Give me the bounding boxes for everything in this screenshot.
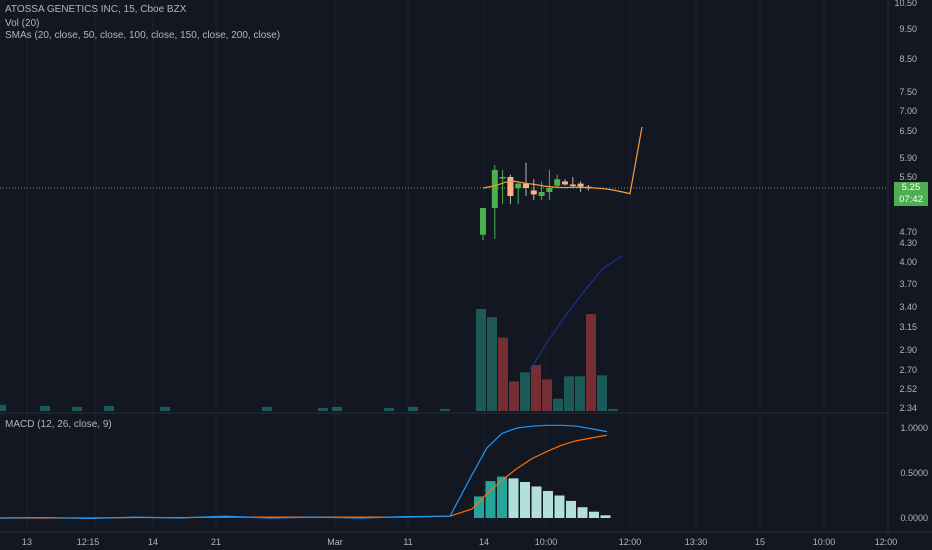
candle-body bbox=[538, 192, 545, 196]
price-tick-label: 2.34 bbox=[899, 403, 917, 413]
symbol-legend[interactable]: ATOSSA GENETICS INC, 15, Cboe BZX bbox=[5, 4, 187, 15]
macd-tick-label: 0.0000 bbox=[900, 513, 928, 523]
volume-bar bbox=[318, 407, 328, 411]
time-tick-label: 12:15 bbox=[77, 537, 100, 547]
time-tick-label: Mar bbox=[327, 537, 343, 547]
volume-bar bbox=[104, 405, 114, 411]
volume-bar bbox=[40, 405, 50, 411]
volume-bar bbox=[542, 379, 552, 411]
time-tick-label: 21 bbox=[211, 537, 221, 547]
volume-bar bbox=[332, 406, 342, 411]
volume-bar bbox=[597, 375, 607, 411]
price-tick-label: 2.52 bbox=[899, 384, 917, 394]
time-tick-label: 11 bbox=[403, 537, 412, 547]
price-tick-label: 2.90 bbox=[899, 345, 917, 355]
macd-tick-label: 0.5000 bbox=[900, 468, 928, 478]
volume-bar bbox=[575, 376, 585, 411]
time-tick-label: 14 bbox=[479, 537, 489, 547]
price-tick-label: 4.00 bbox=[899, 257, 917, 267]
candle-body bbox=[507, 177, 514, 196]
candle-body bbox=[554, 179, 561, 186]
volume-bar bbox=[0, 404, 6, 411]
volume-bar bbox=[440, 408, 450, 411]
macd-histogram-bar bbox=[531, 486, 542, 518]
volume-legend[interactable]: Vol (20) bbox=[5, 18, 40, 29]
candle-body bbox=[577, 183, 584, 187]
macd-histogram-bar bbox=[485, 481, 496, 518]
candle-body bbox=[491, 169, 498, 208]
macd-histogram-bar bbox=[566, 500, 576, 518]
last-price-tag: 5.25 bbox=[894, 182, 928, 194]
time-tick-label: 14 bbox=[148, 537, 158, 547]
volume-bar bbox=[509, 381, 519, 411]
candle-body bbox=[546, 188, 553, 192]
volume-bar bbox=[384, 407, 394, 411]
price-tick-label: 4.70 bbox=[899, 227, 917, 237]
macd-line bbox=[0, 424, 608, 520]
price-tick-label: 10.50 bbox=[894, 0, 917, 8]
volume-bar bbox=[564, 376, 574, 411]
price-tick-label: 4.30 bbox=[899, 238, 917, 248]
price-tick-label: 9.50 bbox=[899, 24, 917, 34]
price-tick-label: 5.50 bbox=[899, 172, 917, 182]
price-tick-label: 3.70 bbox=[899, 279, 917, 289]
macd-histogram-bar bbox=[543, 491, 553, 518]
time-tick-label: 10:00 bbox=[813, 537, 836, 547]
macd-histogram-bar bbox=[577, 507, 588, 518]
macd-histogram-bar bbox=[474, 496, 484, 518]
price-tick-label: 6.50 bbox=[899, 126, 917, 136]
price-tick-label: 3.40 bbox=[899, 302, 917, 312]
price-tick-label: 3.15 bbox=[899, 322, 917, 332]
macd-tick-label: 1.0000 bbox=[900, 423, 928, 433]
candle-body bbox=[562, 181, 568, 185]
volume-bar bbox=[586, 314, 596, 411]
macd-histogram-bar bbox=[600, 515, 611, 518]
volume-bar bbox=[520, 372, 530, 411]
macd-legend[interactable]: MACD (12, 26, close, 9) bbox=[5, 419, 112, 430]
time-tick-label: 13 bbox=[22, 537, 32, 547]
price-tick-label: 5.90 bbox=[899, 153, 917, 163]
macd-histogram-bar bbox=[554, 495, 565, 518]
volume-bar bbox=[487, 317, 497, 411]
macd-histogram-bar bbox=[497, 476, 507, 518]
time-tick-label: 12:00 bbox=[875, 537, 898, 547]
macd-histogram-bar bbox=[508, 478, 519, 518]
price-tick-label: 7.50 bbox=[899, 87, 917, 97]
price-tick-label: 8.50 bbox=[899, 54, 917, 64]
price-tick-label: 7.00 bbox=[899, 106, 917, 116]
sma-legend[interactable]: SMAs (20, close, 50, close, 100, close, … bbox=[5, 30, 281, 41]
time-tick-label: 15 bbox=[755, 537, 765, 547]
volume-bar bbox=[531, 365, 541, 411]
sma-slow-line bbox=[529, 255, 623, 371]
time-tick-label: 10:00 bbox=[535, 537, 558, 547]
candle-body bbox=[480, 208, 486, 235]
candle-body bbox=[499, 177, 506, 179]
volume-bar bbox=[72, 406, 82, 411]
price-tick-label: 2.70 bbox=[899, 365, 917, 375]
volume-bar bbox=[553, 398, 563, 411]
volume-bar bbox=[498, 337, 508, 411]
time-tick-label: 12:00 bbox=[619, 537, 642, 547]
candle-body bbox=[515, 183, 522, 188]
candle-body bbox=[569, 184, 576, 186]
time-tick-label: 13:30 bbox=[685, 537, 708, 547]
volume-bar bbox=[408, 406, 418, 411]
volume-bar bbox=[160, 406, 170, 411]
countdown-tag: 07:42 bbox=[894, 194, 928, 206]
sma-fast-line bbox=[482, 126, 643, 195]
macd-histogram-bar bbox=[520, 482, 530, 518]
volume-bar bbox=[608, 408, 618, 411]
macd-histogram-bar bbox=[589, 511, 599, 518]
volume-bar bbox=[262, 406, 272, 411]
volume-bar bbox=[476, 309, 486, 411]
candle-body bbox=[523, 183, 529, 188]
candle-body bbox=[530, 190, 537, 195]
